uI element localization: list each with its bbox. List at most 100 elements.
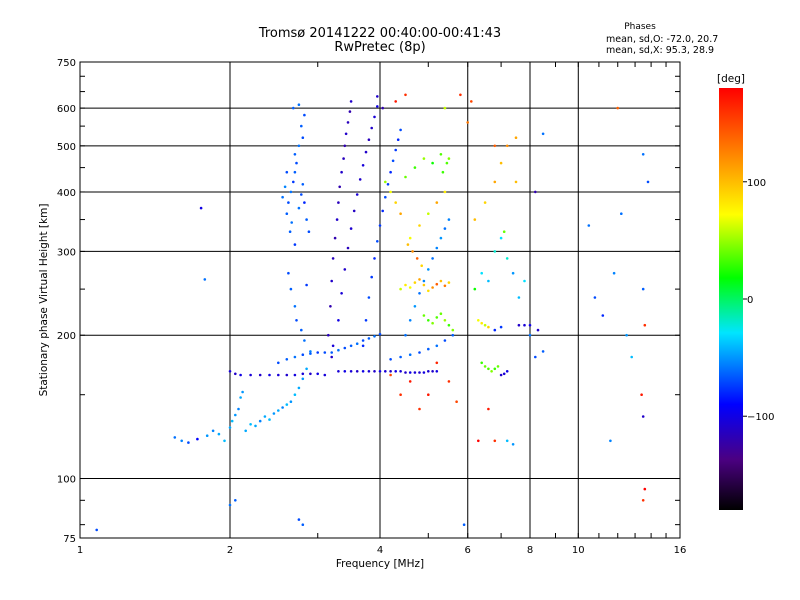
data-point <box>199 206 203 210</box>
data-point <box>300 328 303 332</box>
data-point <box>399 287 402 291</box>
data-point <box>370 275 374 279</box>
data-point <box>180 439 183 443</box>
data-point <box>376 240 379 243</box>
data-point <box>630 355 633 359</box>
x-tick-label: 8 <box>527 545 533 556</box>
data-point <box>502 372 506 376</box>
data-point <box>625 333 628 337</box>
data-point <box>534 190 537 194</box>
data-point <box>323 373 327 377</box>
data-point <box>346 121 350 124</box>
data-point <box>297 386 301 390</box>
data-point <box>305 367 308 371</box>
data-point <box>293 153 297 156</box>
data-point <box>293 355 297 359</box>
data-point <box>435 201 439 204</box>
data-point <box>309 350 312 353</box>
data-point <box>443 339 447 342</box>
data-point <box>443 319 447 322</box>
data-point <box>523 323 526 327</box>
data-point <box>477 439 480 443</box>
data-point <box>443 284 447 288</box>
data-point <box>355 193 359 196</box>
data-point <box>641 287 645 291</box>
data-point <box>404 283 407 287</box>
x-tick-label: 1 <box>77 545 83 556</box>
data-point <box>394 148 398 152</box>
data-point <box>297 206 301 210</box>
data-point <box>646 180 650 184</box>
data-point <box>480 361 484 365</box>
data-point <box>418 407 421 411</box>
data-point <box>290 221 294 224</box>
data-point <box>203 278 207 281</box>
data-point <box>422 157 426 160</box>
data-point <box>435 370 439 373</box>
data-point <box>223 439 226 443</box>
data-point <box>295 161 298 165</box>
data-point <box>451 333 455 337</box>
data-point <box>517 323 521 327</box>
data-point <box>281 195 284 199</box>
data-point <box>439 236 443 240</box>
data-point <box>205 434 209 438</box>
data-point <box>239 396 242 399</box>
data-point <box>337 370 340 373</box>
data-point <box>367 370 371 373</box>
data-point <box>408 380 412 383</box>
data-point <box>352 209 356 213</box>
data-point <box>285 373 289 377</box>
data-point <box>237 407 240 411</box>
data-point <box>609 439 612 443</box>
data-point <box>427 370 430 373</box>
data-point <box>496 365 500 368</box>
data-point <box>337 348 340 352</box>
data-point <box>396 138 400 141</box>
data-point <box>309 352 312 355</box>
data-point <box>386 183 390 186</box>
data-point <box>281 406 284 409</box>
x-tick-label: 10 <box>572 545 585 556</box>
data-point <box>330 351 334 354</box>
data-point <box>337 201 340 204</box>
data-point <box>427 289 430 293</box>
data-point <box>490 370 493 373</box>
data-point <box>473 218 477 221</box>
data-point <box>415 257 419 260</box>
data-point <box>346 246 350 250</box>
data-point <box>439 153 443 156</box>
data-point <box>593 296 597 299</box>
data-point <box>289 400 293 404</box>
data-point <box>408 371 412 374</box>
data-point <box>511 271 515 275</box>
data-point <box>300 193 303 196</box>
data-point <box>493 144 497 148</box>
data-point <box>340 292 343 295</box>
data-point <box>528 323 532 327</box>
data-point <box>487 279 490 283</box>
x-tick-label: 2 <box>227 545 233 556</box>
data-point <box>487 407 490 411</box>
data-point <box>435 282 439 286</box>
data-point <box>505 439 509 443</box>
data-point <box>297 144 301 148</box>
data-point <box>277 361 280 365</box>
data-point <box>343 370 347 373</box>
data-point <box>470 100 473 103</box>
data-point <box>285 170 289 174</box>
data-point <box>355 370 359 373</box>
data-point <box>277 409 280 412</box>
phases-o-stats: mean, sd,O: -72.0, 20.7 <box>606 34 719 45</box>
phases-x-stats: mean, sd,X: 95.3, 28.9 <box>606 45 715 56</box>
data-point <box>342 157 345 160</box>
data-point <box>373 257 376 260</box>
data-point <box>367 138 371 141</box>
data-point <box>283 185 287 189</box>
data-point <box>285 403 289 406</box>
data-point <box>361 344 365 348</box>
data-point <box>427 393 430 397</box>
data-point <box>234 413 237 417</box>
data-point <box>391 159 395 163</box>
data-point <box>431 257 434 260</box>
